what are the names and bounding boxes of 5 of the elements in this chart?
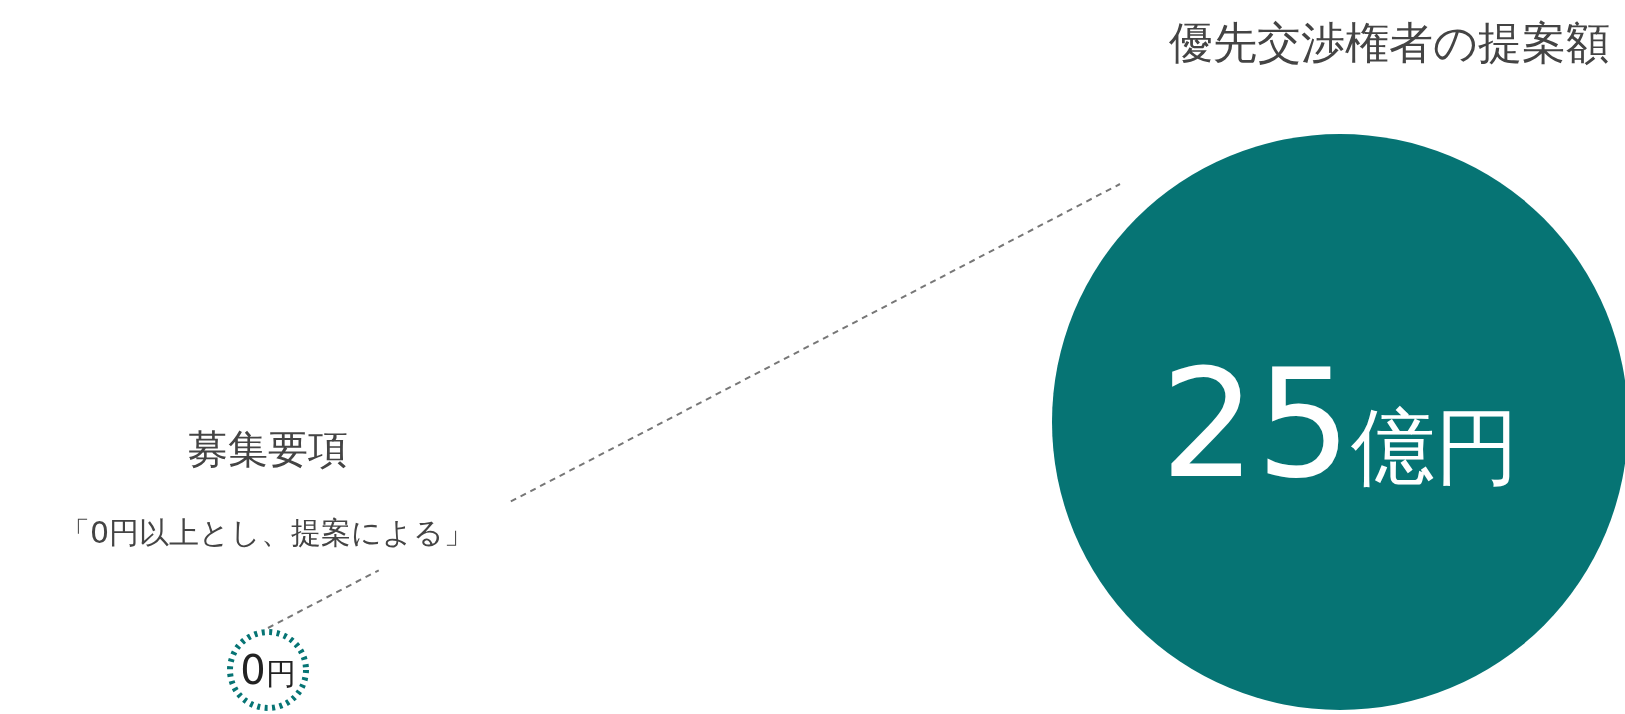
text: 「0円以上とし、提案による」 xyxy=(59,515,475,550)
category-label: 優先交渉権者の提案額 xyxy=(1169,17,1610,68)
data-label: 25億円 xyxy=(1160,337,1520,511)
data-label: 0円 xyxy=(240,647,296,694)
category-label: 募集要項 xyxy=(188,426,348,472)
